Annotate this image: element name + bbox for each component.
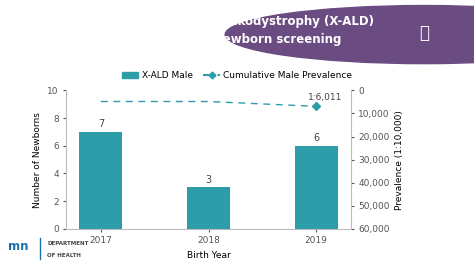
Text: OF HEALTH: OF HEALTH	[47, 253, 81, 258]
Text: DEPARTMENT: DEPARTMENT	[47, 241, 89, 246]
Text: 🐾: 🐾	[419, 24, 429, 42]
Text: 6: 6	[313, 133, 319, 143]
Text: 1:6,011: 1:6,011	[308, 93, 342, 102]
Text: 7: 7	[98, 119, 104, 130]
Bar	[295, 146, 338, 229]
Text: Prevalence of X-Linked Adrenoleukodystrophy (X-ALD)
Identified through Minnesota: Prevalence of X-Linked Adrenoleukodystro…	[14, 15, 374, 46]
Text: mn: mn	[8, 240, 28, 253]
Text: 3: 3	[206, 175, 211, 185]
Legend: X-ALD Male, Cumulative Male Prevalence: X-ALD Male, Cumulative Male Prevalence	[118, 68, 356, 84]
Bar	[79, 132, 122, 229]
Bar	[187, 187, 230, 229]
Y-axis label: Prevalence (1:10,000): Prevalence (1:10,000)	[395, 110, 404, 210]
Y-axis label: Number of Newborns: Number of Newborns	[33, 112, 42, 207]
X-axis label: Birth Year: Birth Year	[187, 251, 230, 260]
Circle shape	[225, 6, 474, 64]
